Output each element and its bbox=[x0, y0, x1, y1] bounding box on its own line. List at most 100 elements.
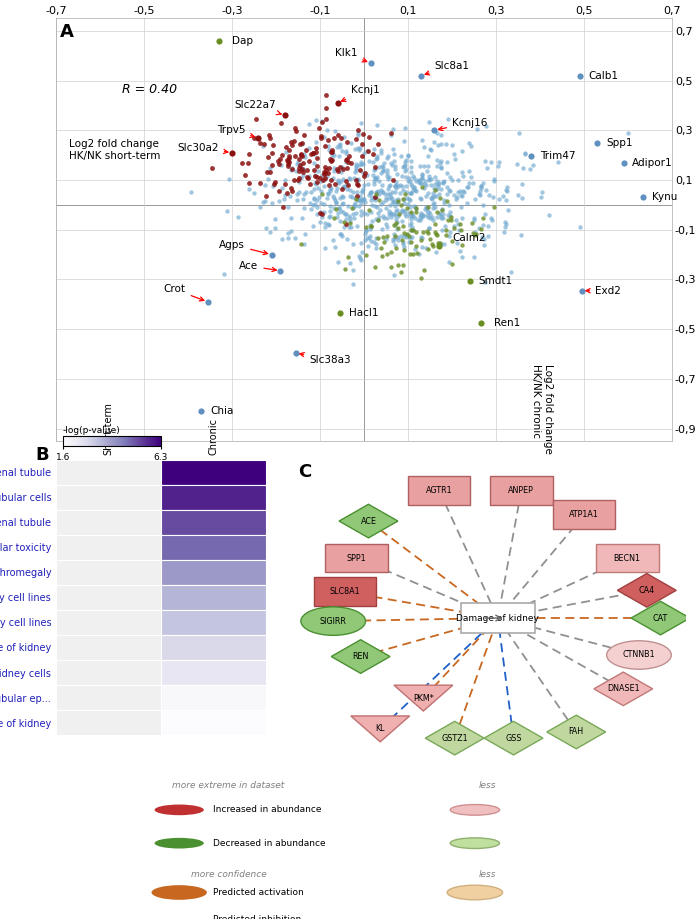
Point bbox=[526, 149, 537, 164]
Point bbox=[416, 230, 427, 244]
Point bbox=[345, 136, 356, 151]
Point bbox=[404, 247, 415, 262]
Point bbox=[356, 195, 367, 210]
Point bbox=[332, 161, 343, 176]
Point bbox=[325, 182, 336, 197]
Point bbox=[422, 223, 433, 238]
Point bbox=[320, 241, 331, 255]
Point bbox=[443, 198, 454, 212]
Point bbox=[429, 123, 440, 138]
Polygon shape bbox=[331, 640, 390, 674]
Point bbox=[369, 189, 380, 204]
Point bbox=[286, 162, 297, 176]
Point bbox=[344, 188, 356, 203]
Point bbox=[296, 148, 307, 163]
Point bbox=[329, 164, 340, 178]
Point bbox=[283, 231, 294, 245]
Point bbox=[316, 174, 327, 188]
Point bbox=[438, 236, 449, 251]
Point bbox=[430, 199, 441, 214]
Point bbox=[270, 212, 281, 227]
Point bbox=[202, 294, 214, 309]
Point bbox=[350, 191, 361, 206]
Point bbox=[305, 185, 316, 199]
Point bbox=[416, 180, 428, 195]
Point bbox=[389, 237, 400, 252]
Text: less: less bbox=[479, 780, 496, 789]
Point bbox=[431, 153, 442, 167]
Point bbox=[444, 255, 455, 269]
Point bbox=[449, 187, 460, 202]
Point bbox=[328, 171, 339, 186]
Point bbox=[352, 173, 363, 187]
Point bbox=[519, 145, 531, 160]
Point bbox=[336, 228, 347, 243]
Point bbox=[352, 128, 363, 142]
Point bbox=[405, 199, 416, 214]
Point bbox=[372, 231, 384, 245]
Point bbox=[444, 183, 455, 198]
Text: Dap: Dap bbox=[232, 36, 253, 46]
Point bbox=[337, 182, 348, 197]
Point bbox=[426, 177, 437, 192]
Point bbox=[312, 151, 323, 165]
Text: Calm2: Calm2 bbox=[452, 233, 486, 244]
Point bbox=[349, 196, 360, 210]
Point bbox=[391, 196, 402, 210]
Point bbox=[302, 169, 313, 184]
Point bbox=[265, 224, 276, 239]
Point bbox=[377, 195, 388, 210]
Point bbox=[264, 161, 275, 176]
Point bbox=[444, 209, 455, 223]
Point bbox=[294, 164, 305, 178]
Point bbox=[388, 142, 399, 156]
Point bbox=[305, 201, 316, 216]
Point bbox=[370, 231, 382, 245]
Point bbox=[368, 234, 379, 249]
Text: SIGIRR: SIGIRR bbox=[320, 617, 346, 626]
Point bbox=[519, 147, 531, 162]
Point bbox=[351, 188, 363, 203]
Point bbox=[323, 139, 334, 153]
Point bbox=[442, 111, 454, 126]
Point bbox=[361, 207, 372, 221]
Point bbox=[300, 227, 311, 242]
Point bbox=[308, 190, 319, 205]
Point bbox=[390, 185, 401, 199]
Point bbox=[359, 226, 370, 241]
Point bbox=[297, 136, 308, 151]
Point bbox=[349, 165, 360, 179]
Point bbox=[435, 161, 446, 176]
Point bbox=[286, 160, 297, 175]
Point bbox=[265, 165, 276, 179]
Point bbox=[273, 157, 284, 172]
Point bbox=[322, 169, 333, 184]
Point bbox=[502, 180, 513, 195]
Text: Kynu: Kynu bbox=[652, 192, 678, 202]
Point bbox=[343, 250, 354, 265]
Point bbox=[377, 177, 388, 192]
Point bbox=[385, 244, 396, 259]
Point bbox=[323, 178, 335, 193]
Point bbox=[543, 208, 554, 222]
Point bbox=[436, 201, 447, 216]
Point bbox=[314, 189, 325, 204]
Point bbox=[367, 155, 378, 170]
Point bbox=[316, 131, 327, 146]
Point bbox=[412, 212, 423, 227]
Point bbox=[369, 177, 380, 192]
Point bbox=[429, 216, 440, 231]
Point bbox=[432, 204, 443, 219]
Point bbox=[404, 193, 415, 208]
Point bbox=[405, 231, 416, 245]
Point bbox=[300, 150, 311, 165]
Point bbox=[435, 159, 447, 174]
Point bbox=[368, 167, 379, 182]
Point bbox=[366, 189, 377, 204]
Point bbox=[282, 159, 293, 174]
Point bbox=[336, 227, 347, 242]
Bar bbox=[56, 560, 161, 584]
Point bbox=[335, 165, 346, 179]
Bar bbox=[56, 484, 161, 510]
Point bbox=[318, 179, 330, 194]
